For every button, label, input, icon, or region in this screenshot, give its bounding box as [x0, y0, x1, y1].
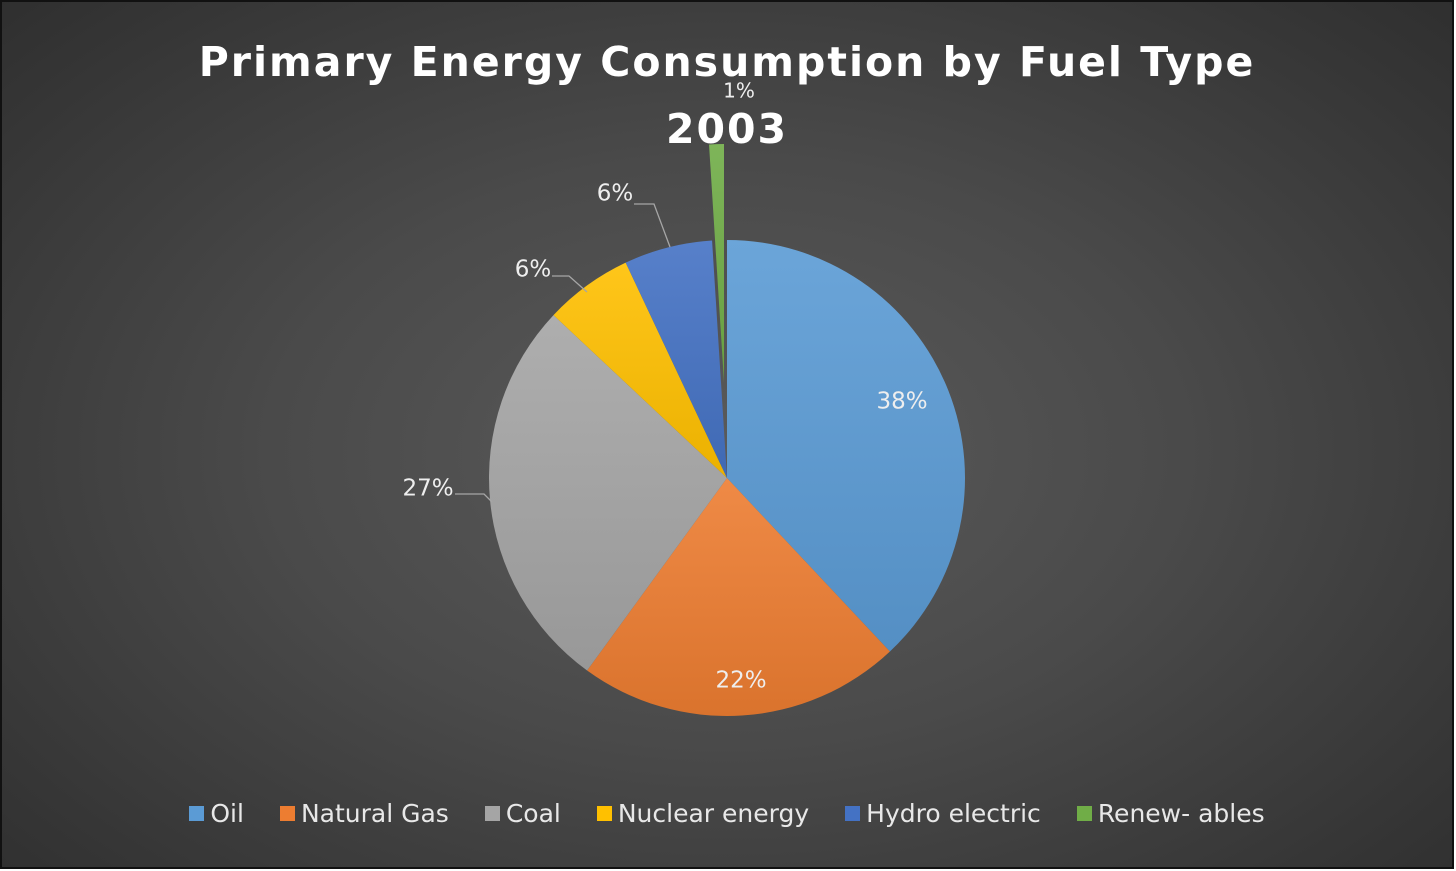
- legend-item: Hydro electric: [845, 799, 1041, 828]
- data-label: 6%: [597, 181, 634, 207]
- legend-item: Oil: [189, 799, 244, 828]
- pie-slice-hydro-electric: [625, 240, 727, 478]
- pie-slice-renew-ables: [709, 144, 724, 383]
- legend-swatch: [845, 806, 861, 821]
- pie-slice-nuclear-energy: [553, 262, 727, 478]
- pie-slice-coal: [489, 315, 727, 671]
- legend-label: Hydro electric: [866, 799, 1041, 828]
- legend-item: Natural Gas: [279, 799, 449, 828]
- legend-item: Coal: [484, 799, 561, 828]
- legend-label: Natural Gas: [300, 799, 449, 828]
- legend-swatch: [484, 806, 500, 821]
- pie-slices: [489, 144, 965, 716]
- legend-item: Renew- ables: [1076, 799, 1265, 828]
- data-label: 27%: [402, 476, 453, 502]
- legend-item: Nuclear energy: [596, 799, 810, 828]
- pie-slice-oil: [727, 240, 965, 652]
- legend-swatch: [1076, 806, 1092, 821]
- leader-line: [455, 493, 493, 503]
- leader-line: [552, 275, 588, 293]
- pie-labels: 38% 22% 27% 6% 6% 1%: [402, 79, 927, 694]
- chart-subtitle-year: 2003: [665, 105, 789, 153]
- legend-swatch: [596, 806, 612, 821]
- legend-label: Nuclear energy: [617, 799, 810, 828]
- leader-line: [634, 203, 671, 248]
- legend-swatch: [189, 806, 205, 821]
- chart-legend: Oil Natural Gas Coal Nuclear energy Hydro el…: [2, 799, 1452, 828]
- pie-slice-natural-gas: [587, 478, 890, 716]
- data-label: 22%: [715, 668, 766, 694]
- legend-label: Renew- ables: [1097, 799, 1265, 828]
- data-label: 1%: [723, 79, 755, 103]
- legend-swatch: [279, 806, 295, 821]
- legend-label: Coal: [505, 799, 561, 828]
- data-label: 6%: [515, 257, 552, 283]
- legend-label: Oil: [210, 799, 244, 828]
- chart-title: Primary Energy Consumption by Fuel Type: [198, 38, 1256, 86]
- data-label: 38%: [876, 389, 927, 415]
